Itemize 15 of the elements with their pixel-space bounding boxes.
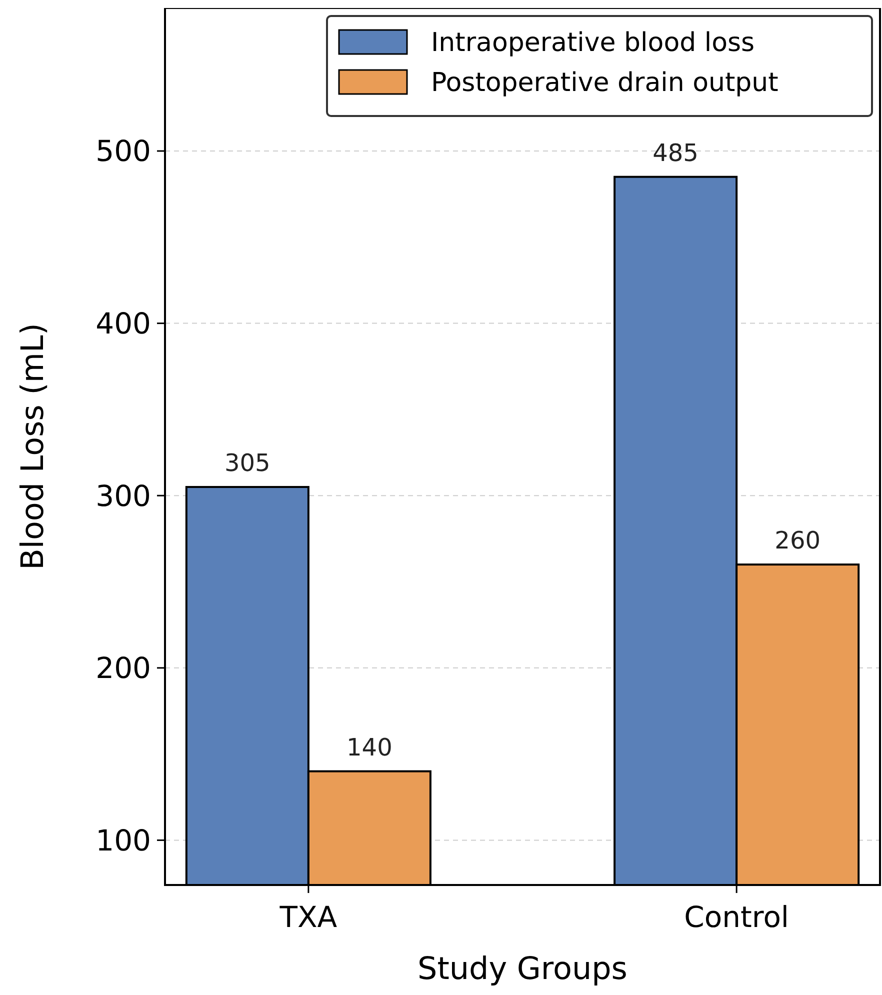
y-tick-label: 200 <box>96 651 151 686</box>
data-label: 485 <box>652 138 698 167</box>
y-tick-label: 500 <box>96 134 151 168</box>
data-label: 260 <box>774 526 820 555</box>
x-tick-label: Control <box>684 900 789 934</box>
x-axis-title: Study Groups <box>418 951 628 987</box>
x-tick-label: TXA <box>278 900 338 934</box>
legend-label: Postoperative drain output <box>431 68 778 98</box>
data-label: 140 <box>346 733 392 762</box>
y-tick-label: 300 <box>96 478 151 513</box>
legend-label: Intraoperative blood loss <box>431 28 755 58</box>
y-tick-label: 100 <box>96 823 151 858</box>
y-axis-title: Blood Loss (mL) <box>15 323 51 570</box>
y-tick-label: 400 <box>96 306 151 340</box>
data-label: 305 <box>224 448 270 477</box>
